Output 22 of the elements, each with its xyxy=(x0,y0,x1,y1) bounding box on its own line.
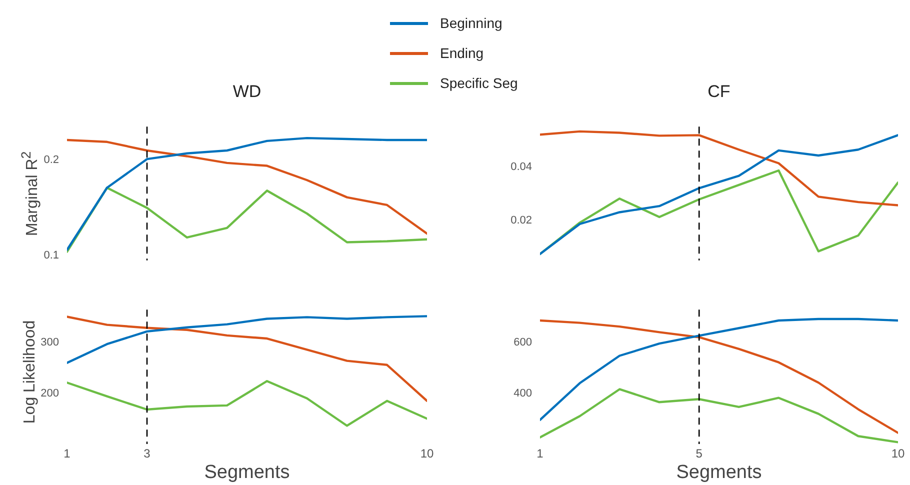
x-tick-label: 1 xyxy=(536,446,544,461)
y-tick-label: 400 xyxy=(514,387,532,400)
y-tick-label: 200 xyxy=(40,387,59,400)
x-tick-label: 10 xyxy=(420,446,434,461)
y-axis-title: Log Likelihood xyxy=(21,320,40,424)
y-tick-label: 0.04 xyxy=(510,160,532,173)
x-tick-label: 1 xyxy=(64,446,71,461)
y-tick-label: 0.02 xyxy=(510,214,532,226)
legend-label: Specific Seg xyxy=(440,75,518,91)
chart-title: CF xyxy=(706,82,732,102)
x-tick-label: 10 xyxy=(891,446,905,461)
x-axis-title: Segments xyxy=(675,462,763,484)
y-tick-label: 300 xyxy=(40,336,59,349)
y-tick-label: 0.2 xyxy=(44,154,59,166)
legend-label: Ending xyxy=(440,45,484,61)
y-tick-label: 0.1 xyxy=(44,250,59,262)
legend-label: Beginning xyxy=(440,15,502,31)
x-tick-label: 5 xyxy=(696,446,703,461)
chart-title: WD xyxy=(232,82,262,102)
y-tick-label: 600 xyxy=(514,336,532,349)
x-axis-title: Segments xyxy=(203,462,291,484)
x-tick-label: 3 xyxy=(144,446,151,461)
